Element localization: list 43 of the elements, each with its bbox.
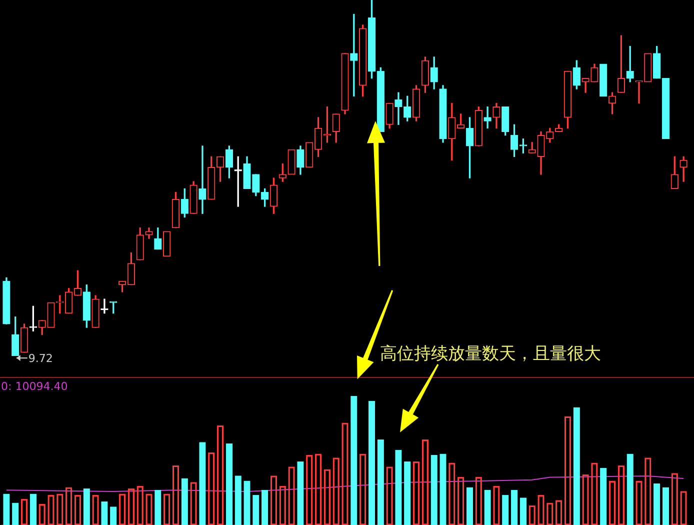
bar	[510, 490, 518, 525]
bar	[502, 495, 509, 525]
bar	[226, 443, 233, 525]
bar	[430, 455, 438, 525]
candlestick	[394, 92, 402, 125]
bar	[181, 478, 188, 525]
bar	[244, 480, 250, 525]
bar	[626, 454, 634, 525]
bar	[466, 487, 474, 525]
bar	[404, 461, 411, 525]
bar	[368, 400, 376, 525]
bar	[662, 487, 670, 525]
bar	[520, 498, 527, 525]
bar	[573, 407, 580, 525]
annotation: 9.72	[28, 352, 53, 365]
bar	[30, 494, 37, 525]
bar	[83, 488, 90, 525]
candlestick	[484, 106, 492, 128]
text: 0: 10094.40	[1, 380, 68, 393]
bar	[199, 442, 206, 525]
bar	[234, 476, 242, 525]
bar	[440, 454, 446, 525]
candlestick	[288, 149, 296, 175]
bar	[350, 396, 358, 525]
bar	[297, 461, 304, 525]
bar	[3, 494, 10, 525]
bar	[377, 440, 384, 525]
candlestick	[644, 53, 652, 82]
bar	[484, 490, 491, 525]
candlestick	[162, 231, 171, 257]
bar	[600, 468, 607, 525]
bar	[12, 502, 19, 525]
candlestick	[198, 146, 206, 214]
bar	[252, 495, 260, 525]
bar	[110, 506, 117, 525]
bar	[653, 483, 660, 525]
candlestick	[47, 302, 55, 328]
bar	[261, 490, 268, 525]
bar	[154, 490, 162, 525]
candlestick	[600, 64, 608, 96]
bar	[395, 450, 402, 525]
bar	[101, 501, 108, 525]
annotation: 高位持续放量数天，且量很大	[380, 343, 601, 365]
